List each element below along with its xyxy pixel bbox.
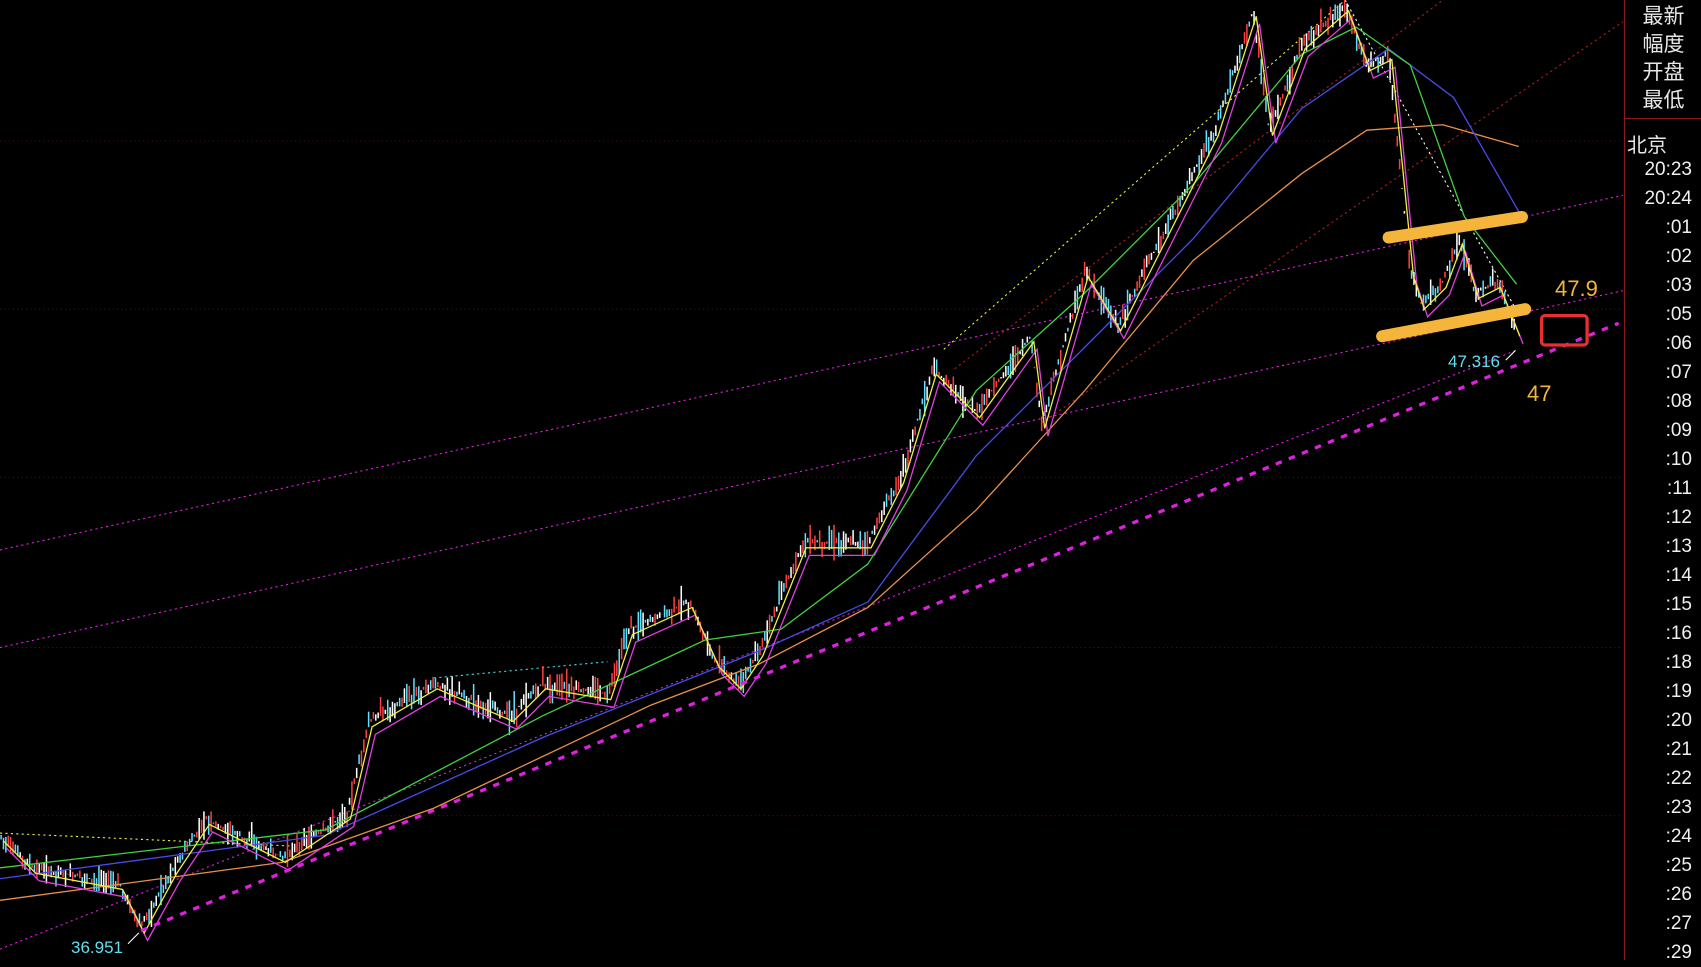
ma-yellow-line — [2, 9, 1521, 935]
header-open: 开盘 — [1642, 60, 1685, 84]
target-box — [1539, 314, 1589, 347]
main-trendline — [140, 321, 1620, 933]
time-entry[interactable]: :08 — [1665, 391, 1692, 412]
time-entry[interactable]: :11 — [1666, 478, 1692, 499]
guide-line — [0, 348, 1519, 950]
time-entry[interactable]: :12 — [1665, 507, 1692, 528]
time-entry[interactable]: :01 — [1665, 217, 1692, 238]
time-entry[interactable]: :24 — [1665, 826, 1692, 847]
time-entry[interactable]: :27 — [1665, 913, 1692, 934]
time-entry[interactable]: :07 — [1665, 362, 1692, 383]
guide-line — [1041, 21, 1624, 424]
moving-averages — [0, 9, 1524, 942]
time-entry[interactable]: :25 — [1665, 855, 1692, 876]
time-entry[interactable]: :21 — [1665, 739, 1692, 760]
time-entry[interactable]: :26 — [1665, 884, 1692, 905]
time-entry[interactable]: :16 — [1665, 623, 1692, 644]
guide-line — [943, 0, 1346, 350]
time-entry[interactable]: :10 — [1665, 449, 1692, 470]
label-47-9: 47.9 — [1555, 276, 1598, 301]
label-last-low: 47.316 — [1448, 352, 1500, 371]
city-label: 北京 — [1627, 133, 1667, 157]
guide-lines — [0, 0, 1624, 950]
header-range: 幅度 — [1642, 32, 1685, 56]
guide-line — [1344, 0, 1520, 315]
candles — [0, 0, 1515, 928]
time-entry[interactable]: :13 — [1665, 536, 1692, 557]
grid-lines — [0, 140, 1623, 817]
time-entry[interactable]: :20 — [1665, 710, 1692, 731]
upper-highlight — [1382, 210, 1528, 244]
arrow-last-low — [1505, 349, 1516, 361]
time-entry[interactable]: :03 — [1665, 275, 1692, 296]
header-low: 最低 — [1642, 88, 1685, 112]
time-entry[interactable]: :09 — [1665, 420, 1692, 441]
label-47: 47 — [1527, 381, 1552, 406]
guide-line — [433, 661, 608, 679]
header-latest: 最新 — [1642, 4, 1685, 28]
guide-line — [0, 290, 1624, 649]
time-entry[interactable]: :19 — [1665, 681, 1692, 702]
arrow-start-low — [127, 932, 140, 945]
side-panel: 最新 幅度 开盘 最低 北京 20:23 20:24 :01 :02 :03 :05 :06… — [1624, 0, 1701, 963]
time-entry[interactable]: :02 — [1665, 246, 1692, 267]
time-entry[interactable]: :18 — [1665, 652, 1692, 673]
time-list[interactable]: 20:23 20:24 :01 :02 :03 :05 :06 :07 :08 :09 :10 :11… — [1625, 155, 1701, 967]
time-entry[interactable]: 20:24 — [1644, 188, 1692, 209]
guide-line — [0, 194, 1624, 551]
guide-line — [954, 0, 1444, 370]
lower-highlight — [1376, 303, 1532, 343]
time-entry[interactable]: :05 — [1665, 304, 1692, 325]
time-entry[interactable]: :22 — [1665, 768, 1692, 789]
time-entry[interactable]: :23 — [1665, 797, 1692, 818]
time-entry[interactable]: :06 — [1665, 333, 1692, 354]
ma-blue-line — [0, 48, 1520, 880]
ma-magenta-line — [6, 17, 1524, 942]
ma-orange-line — [0, 124, 1519, 901]
label-start-low: 36.951 — [71, 938, 123, 957]
time-entry[interactable]: :29 — [1665, 942, 1692, 963]
time-entry[interactable]: :14 — [1665, 565, 1692, 586]
time-entry[interactable]: 20:23 — [1644, 159, 1692, 180]
ma-green-line — [0, 26, 1518, 869]
quote-header: 最新 幅度 开盘 最低 — [1625, 0, 1701, 119]
time-entry[interactable]: :15 — [1665, 594, 1692, 615]
